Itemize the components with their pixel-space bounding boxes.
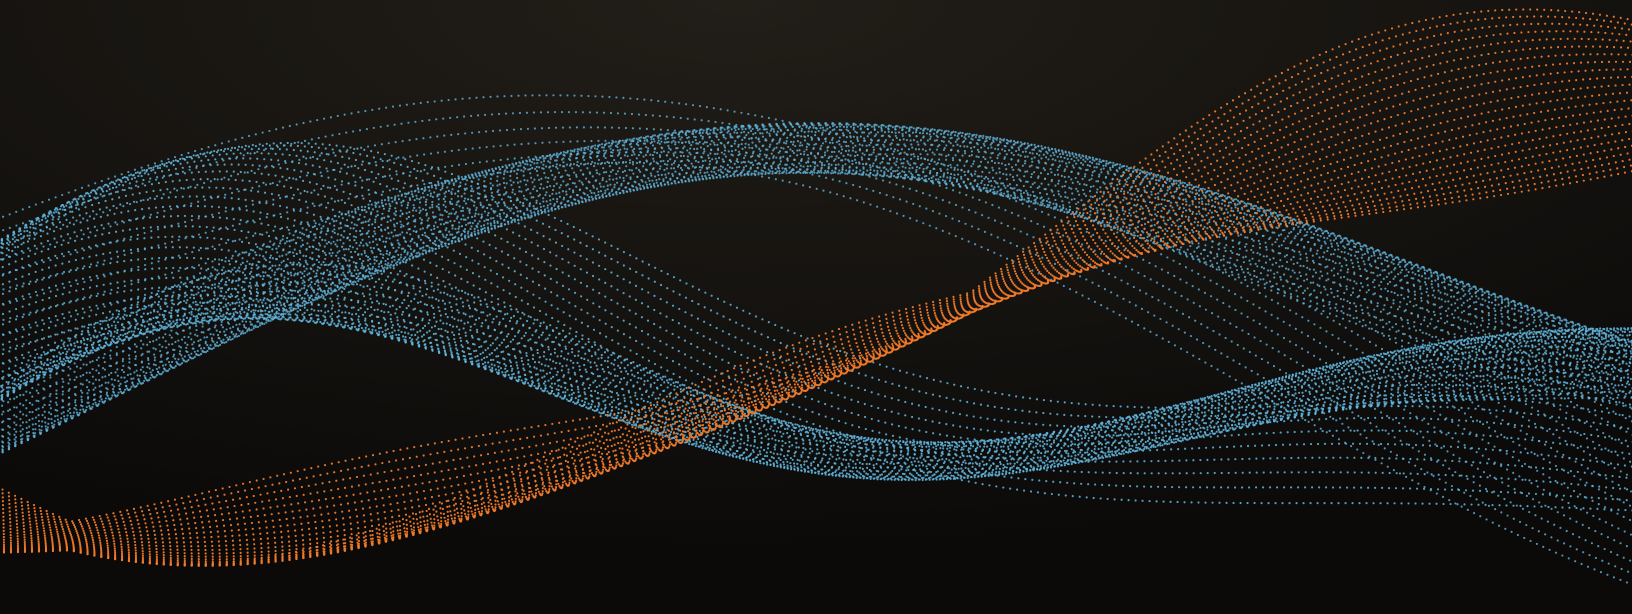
dot-row — [0, 144, 1632, 419]
dot-row — [0, 170, 1632, 523]
dot-row — [0, 94, 1632, 409]
dot-row — [0, 169, 1632, 366]
dot-row — [0, 263, 1632, 512]
dot-row — [0, 143, 1632, 432]
dot-row — [0, 166, 1632, 380]
dot-row — [0, 166, 1632, 359]
dot-row — [0, 111, 1632, 399]
dot-row — [0, 139, 1632, 381]
dot-row — [0, 137, 1632, 533]
dot-row — [0, 128, 1632, 453]
dot-row — [0, 204, 1632, 478]
dot-row — [0, 256, 1632, 480]
dot-row — [0, 170, 1632, 460]
dot-row — [0, 214, 1632, 480]
dot-row — [0, 317, 1632, 446]
dot-row — [0, 289, 1632, 480]
dot-row — [0, 171, 1632, 352]
dot-row — [0, 157, 1632, 404]
dot-row — [0, 157, 1632, 446]
dot-row — [0, 122, 1632, 464]
dot-row — [0, 163, 1632, 453]
dot-row — [0, 123, 1632, 455]
dot-row — [0, 303, 1632, 456]
dot-row — [0, 301, 1632, 466]
dot-row — [0, 308, 1632, 445]
dot-row — [0, 313, 1632, 444]
dot-row — [0, 246, 1632, 481]
dot-row — [0, 225, 1632, 481]
dot-row — [0, 159, 1632, 365]
dot-row — [0, 272, 1632, 502]
dot-row — [0, 186, 1632, 471]
dot-row — [0, 164, 1632, 525]
dot-row — [0, 315, 1632, 444]
dot-row — [0, 122, 1632, 454]
dot-row — [0, 127, 1632, 508]
dot-row — [0, 141, 1632, 550]
dot-row — [0, 134, 1632, 445]
dot-row — [0, 15, 1632, 567]
dot-row — [0, 22, 1632, 567]
dot-row — [0, 141, 1632, 410]
dot-row — [0, 144, 1632, 531]
dot-row — [0, 125, 1632, 494]
blue-wave-front — [0, 141, 1632, 512]
dot-row — [0, 276, 1632, 476]
dot-row — [0, 158, 1632, 527]
dot-row — [0, 122, 1632, 537]
dot-row — [0, 161, 1632, 586]
dot-row — [0, 131, 1632, 450]
dot-row — [0, 315, 1632, 453]
orange-wave — [0, 8, 1632, 567]
dot-row — [0, 83, 1632, 555]
dot-row — [0, 266, 1632, 478]
dot-row — [0, 53, 1632, 565]
dot-row — [0, 135, 1632, 537]
dot-row — [0, 99, 1632, 548]
dot-row — [0, 152, 1632, 415]
